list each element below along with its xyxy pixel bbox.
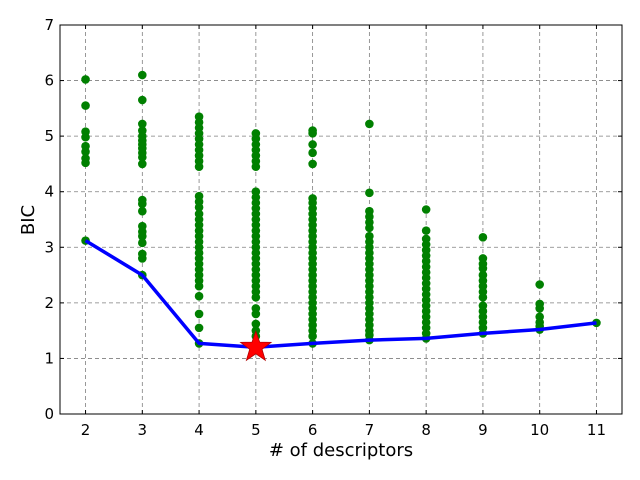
data-point xyxy=(138,152,147,162)
data-point xyxy=(308,140,317,149)
grid xyxy=(60,24,622,415)
data-point xyxy=(81,158,90,168)
data-point xyxy=(194,291,204,301)
x-tick-label: 8 xyxy=(421,421,431,439)
y-tick-label: 4 xyxy=(44,183,54,201)
x-tick-label: 7 xyxy=(365,421,375,439)
x-tick-label: 3 xyxy=(138,421,148,439)
x-tick-label: 11 xyxy=(587,421,606,439)
x-tick-label: 4 xyxy=(194,421,204,439)
y-axis-label: BIC xyxy=(18,205,39,235)
data-point xyxy=(478,264,488,273)
data-point xyxy=(194,281,204,291)
data-point xyxy=(251,162,261,172)
plot-background xyxy=(60,25,622,414)
x-tick-label: 5 xyxy=(251,421,261,439)
data-point xyxy=(138,119,147,129)
plot-frame xyxy=(59,24,623,415)
data-point xyxy=(535,304,544,313)
x-tick-label: 6 xyxy=(308,421,318,439)
data-point xyxy=(365,188,374,198)
data-point xyxy=(365,119,374,129)
data-point xyxy=(308,129,317,138)
data-point xyxy=(421,205,431,214)
data-point xyxy=(81,75,90,84)
data-point xyxy=(365,223,374,233)
y-tick-label: 0 xyxy=(44,405,54,423)
y-tick-label: 5 xyxy=(44,127,54,145)
x-tick-label: 2 xyxy=(81,421,91,439)
data-point xyxy=(194,162,204,172)
data-point xyxy=(138,95,147,105)
data-point xyxy=(308,331,317,341)
x-tick-label: 9 xyxy=(478,421,488,439)
data-point xyxy=(308,148,317,158)
x-tick-label: 10 xyxy=(530,421,549,439)
data-point xyxy=(535,280,544,289)
data-point xyxy=(251,319,261,329)
ticks: 2 3 4 5 6 7 8 9 10 11 0 1 2 3 4 5 6 7 xyxy=(44,16,622,439)
data-point xyxy=(81,101,90,110)
data-marks xyxy=(81,70,601,362)
data-point xyxy=(138,206,147,216)
y-tick-label: 2 xyxy=(44,294,54,312)
y-tick-label: 1 xyxy=(44,349,54,367)
y-tick-label: 7 xyxy=(44,16,54,34)
data-point xyxy=(478,293,488,302)
data-point xyxy=(194,202,204,212)
data-point xyxy=(138,199,147,209)
data-point xyxy=(308,159,317,169)
data-point xyxy=(251,309,261,319)
data-point xyxy=(194,309,204,319)
data-point xyxy=(251,293,261,302)
data-point xyxy=(421,226,431,235)
x-axis-label: # of descriptors xyxy=(269,440,413,461)
data-point xyxy=(81,132,90,142)
best-model-star-marker xyxy=(239,330,273,362)
data-point xyxy=(138,238,147,248)
data-point xyxy=(138,70,147,80)
data-point xyxy=(138,159,147,169)
data-point xyxy=(81,147,90,157)
min-bic-line xyxy=(84,239,597,350)
data-point xyxy=(478,232,488,242)
data-point xyxy=(138,254,147,263)
data-point xyxy=(194,323,204,333)
data-point xyxy=(138,231,147,241)
y-tick-label: 3 xyxy=(44,238,54,256)
y-tick-label: 6 xyxy=(44,72,54,90)
